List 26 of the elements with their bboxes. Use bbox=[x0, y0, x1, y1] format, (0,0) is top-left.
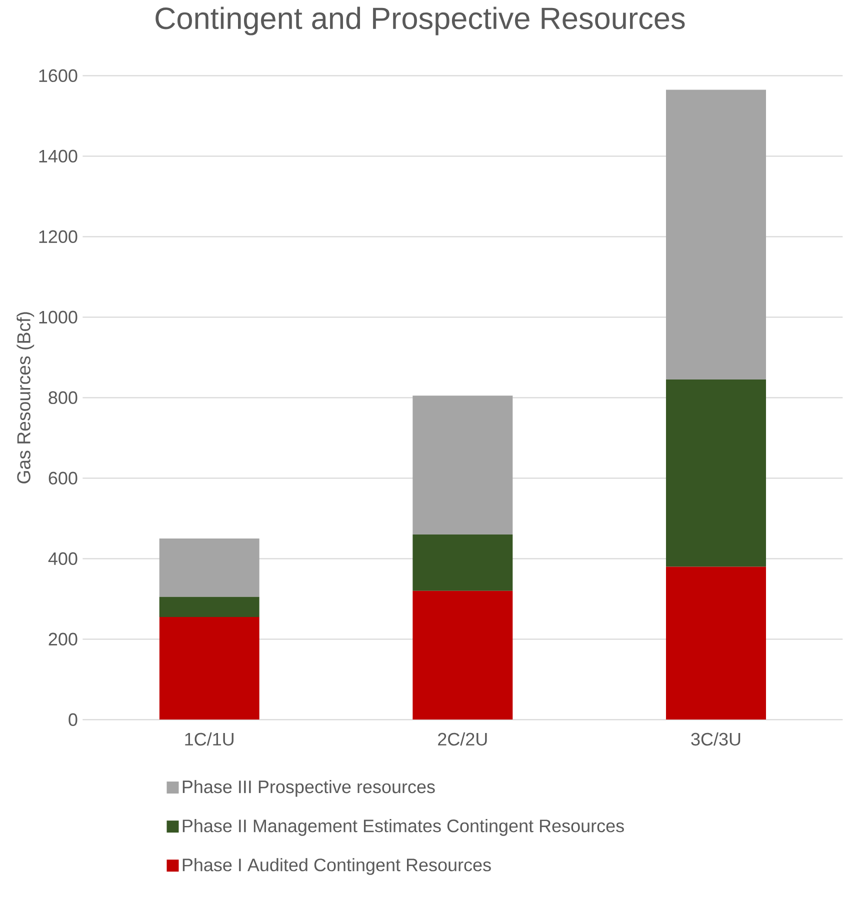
y-tick-label: 800 bbox=[48, 391, 78, 404]
y-tick-label: 600 bbox=[48, 472, 78, 485]
x-tick-label: 1C/1U bbox=[185, 732, 234, 746]
bar bbox=[412, 590, 513, 720]
bar bbox=[159, 596, 260, 618]
y-tick-label: 200 bbox=[48, 632, 78, 646]
legend-label: Phase III Prospective resources bbox=[182, 780, 435, 797]
y-tick-label: 1600 bbox=[39, 69, 78, 82]
legend-label: Phase II Management Estimates Contingent Resources bbox=[182, 819, 624, 836]
bar bbox=[666, 90, 766, 380]
y-tick-label: 400 bbox=[48, 552, 78, 566]
bar bbox=[666, 380, 766, 567]
y-tick-label: 1000 bbox=[39, 310, 78, 324]
x-tick-label: 2C/2U bbox=[438, 732, 487, 746]
chart-title: Contingent and Prospective Resources bbox=[156, 6, 685, 36]
y-tick-label: 1400 bbox=[39, 150, 78, 163]
y-axis-title: Gas Resources (Bcf) bbox=[16, 312, 34, 484]
y-tick-label: 1200 bbox=[39, 230, 78, 244]
bar bbox=[159, 538, 260, 597]
x-tick-label: 3C/3U bbox=[691, 732, 740, 746]
bar bbox=[412, 396, 513, 535]
y-tick-label: 0 bbox=[68, 713, 78, 726]
bar bbox=[159, 617, 260, 720]
legend-label: Phase I Audited Contingent Resources bbox=[182, 858, 491, 875]
bar bbox=[666, 566, 766, 720]
bar bbox=[412, 534, 513, 591]
